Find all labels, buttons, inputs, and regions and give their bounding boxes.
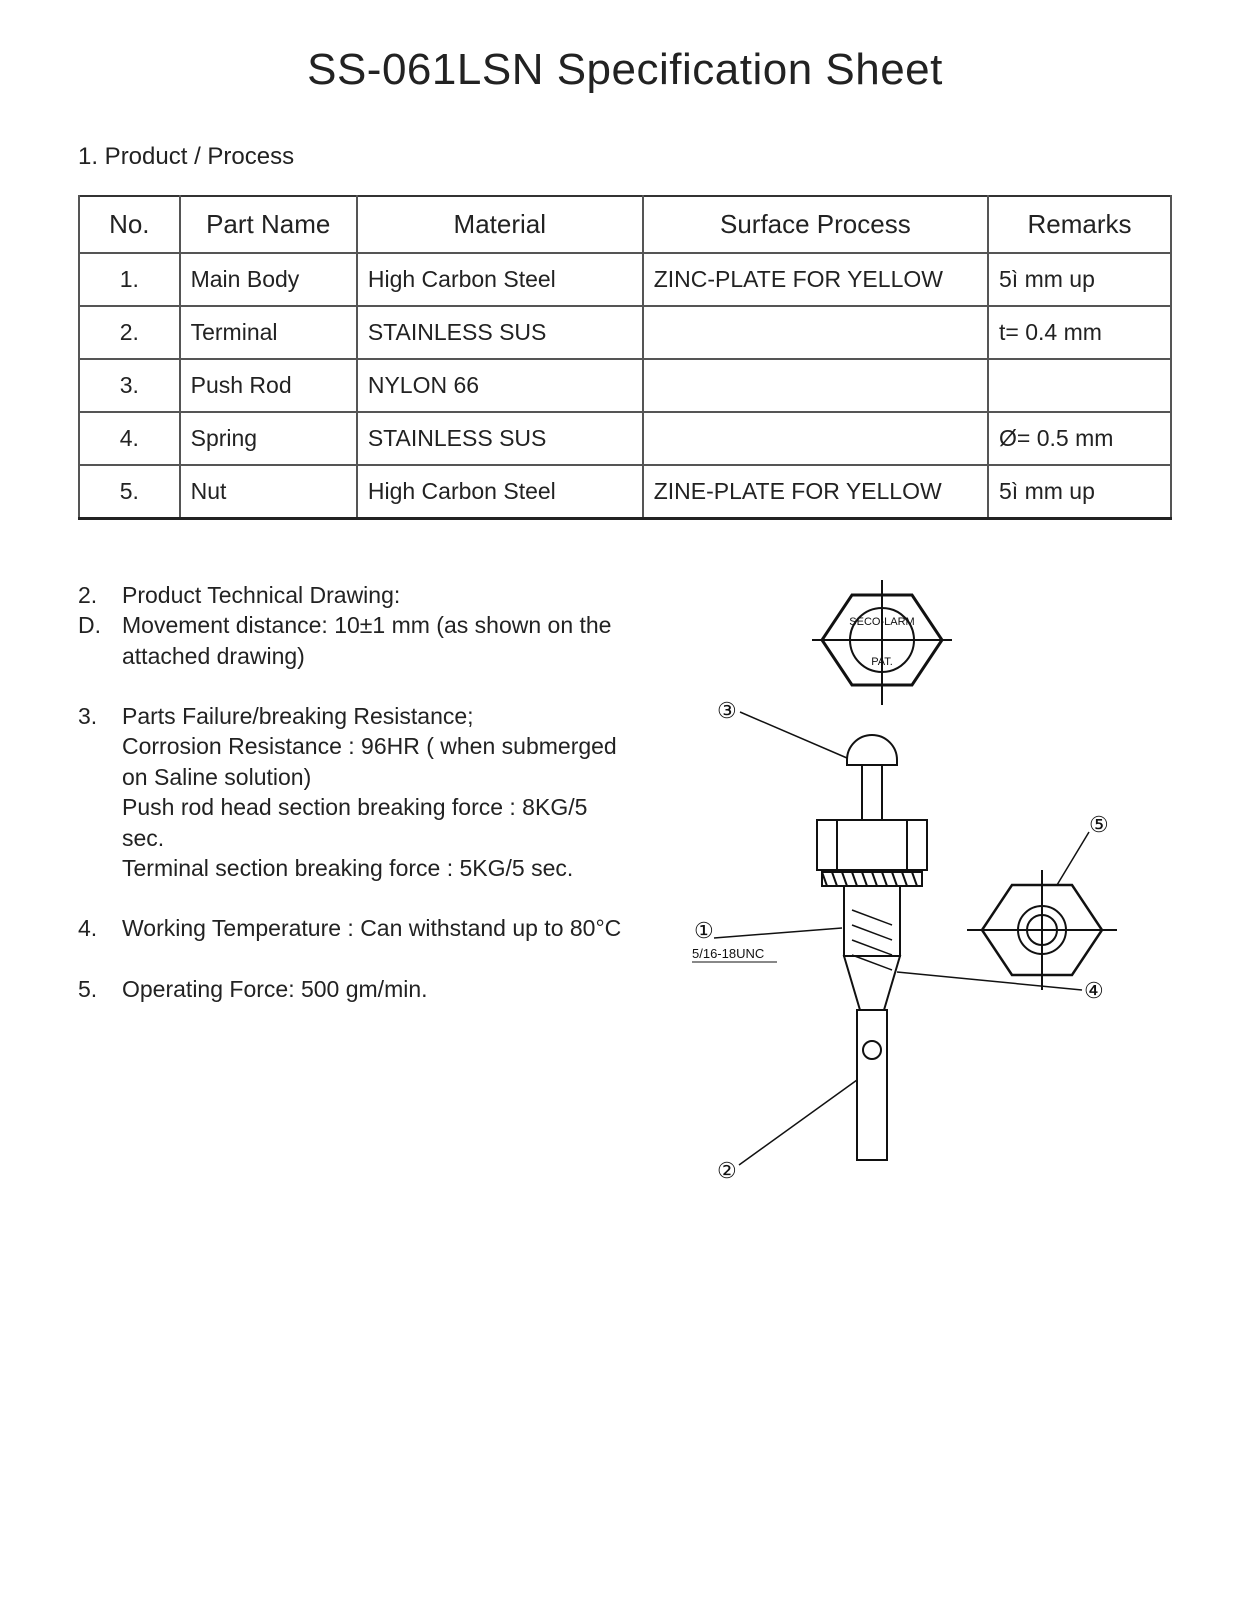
svg-text:PAT.: PAT. — [871, 656, 893, 668]
cell-material: STAINLESS SUS — [357, 306, 643, 359]
note-item: 4. Working Temperature : Can withstand u… — [78, 913, 632, 943]
callout-5: ⑤ — [1089, 812, 1109, 837]
section-1-heading: 1. Product / Process — [78, 143, 1172, 171]
table-row: 1. Main Body High Carbon Steel ZINC-PLAT… — [79, 253, 1171, 306]
col-surface: Surface Process — [643, 196, 988, 253]
col-partname: Part Name — [180, 196, 357, 253]
note-text: Product Technical Drawing: — [122, 580, 632, 610]
callout-4: ④ — [1084, 978, 1104, 1003]
note-number: D. — [78, 610, 122, 671]
cell-material: STAINLESS SUS — [357, 412, 643, 465]
notes-column: 2. Product Technical Drawing: D. Movemen… — [78, 580, 652, 1220]
cell-no: 2. — [79, 306, 180, 359]
note-number: 5. — [78, 974, 122, 1004]
col-no: No. — [79, 196, 180, 253]
cell-surface — [643, 359, 988, 412]
note-item: D. Movement distance: 10±1 mm (as shown … — [78, 610, 632, 671]
page-title: SS-061LSN Specification Sheet — [78, 45, 1172, 95]
cell-no: 3. — [79, 359, 180, 412]
table-row: 2. Terminal STAINLESS SUS t= 0.4 mm — [79, 306, 1171, 359]
cell-surface — [643, 306, 988, 359]
cell-no: 4. — [79, 412, 180, 465]
col-material: Material — [357, 196, 643, 253]
note-text: Working Temperature : Can withstand up t… — [122, 913, 632, 943]
col-remarks: Remarks — [988, 196, 1171, 253]
spec-table: No. Part Name Material Surface Process R… — [78, 195, 1172, 520]
table-row: 5. Nut High Carbon Steel ZINE-PLATE FOR … — [79, 465, 1171, 519]
technical-drawing: SECO-LARM PAT. — [652, 580, 1172, 1220]
cell-partname: Spring — [180, 412, 357, 465]
cell-material: High Carbon Steel — [357, 253, 643, 306]
callout-2: ② — [717, 1158, 737, 1183]
table-row: 4. Spring STAINLESS SUS Ø= 0.5 mm — [79, 412, 1171, 465]
note-number: 3. — [78, 701, 122, 883]
callout-1: ① — [694, 918, 714, 943]
logo-nut-icon: SECO-LARM PAT. — [812, 580, 952, 705]
cell-partname: Main Body — [180, 253, 357, 306]
cell-material: NYLON 66 — [357, 359, 643, 412]
main-body-icon — [817, 820, 927, 1010]
cell-no: 1. — [79, 253, 180, 306]
terminal-icon — [857, 1010, 887, 1160]
note-number: 4. — [78, 913, 122, 943]
note-item: 5. Operating Force: 500 gm/min. — [78, 974, 632, 1004]
nut-detail-icon — [967, 870, 1117, 990]
callout-3: ③ — [717, 698, 737, 723]
table-header-row: No. Part Name Material Surface Process R… — [79, 196, 1171, 253]
note-number: 2. — [78, 580, 122, 610]
cell-no: 5. — [79, 465, 180, 519]
note-item: 2. Product Technical Drawing: — [78, 580, 632, 610]
push-rod-icon — [847, 735, 897, 820]
thread-spec-text: 5/16-18UNC — [692, 946, 764, 961]
cell-remarks: 5ì mm up — [988, 253, 1171, 306]
cell-remarks: 5ì mm up — [988, 465, 1171, 519]
svg-text:SECO-LARM: SECO-LARM — [849, 616, 914, 628]
table-row: 3. Push Rod NYLON 66 — [79, 359, 1171, 412]
note-item: 3. Parts Failure/breaking Resistance; Co… — [78, 701, 632, 883]
cell-surface: ZINC-PLATE FOR YELLOW — [643, 253, 988, 306]
cell-remarks: t= 0.4 mm — [988, 306, 1171, 359]
cell-remarks — [988, 359, 1171, 412]
cell-surface: ZINE-PLATE FOR YELLOW — [643, 465, 988, 519]
note-text: Movement distance: 10±1 mm (as shown on … — [122, 610, 632, 671]
cell-partname: Terminal — [180, 306, 357, 359]
cell-material: High Carbon Steel — [357, 465, 643, 519]
note-text: Parts Failure/breaking Resistance; Corro… — [122, 701, 632, 883]
cell-partname: Nut — [180, 465, 357, 519]
cell-remarks: Ø= 0.5 mm — [988, 412, 1171, 465]
cell-surface — [643, 412, 988, 465]
note-text: Operating Force: 500 gm/min. — [122, 974, 632, 1004]
cell-partname: Push Rod — [180, 359, 357, 412]
